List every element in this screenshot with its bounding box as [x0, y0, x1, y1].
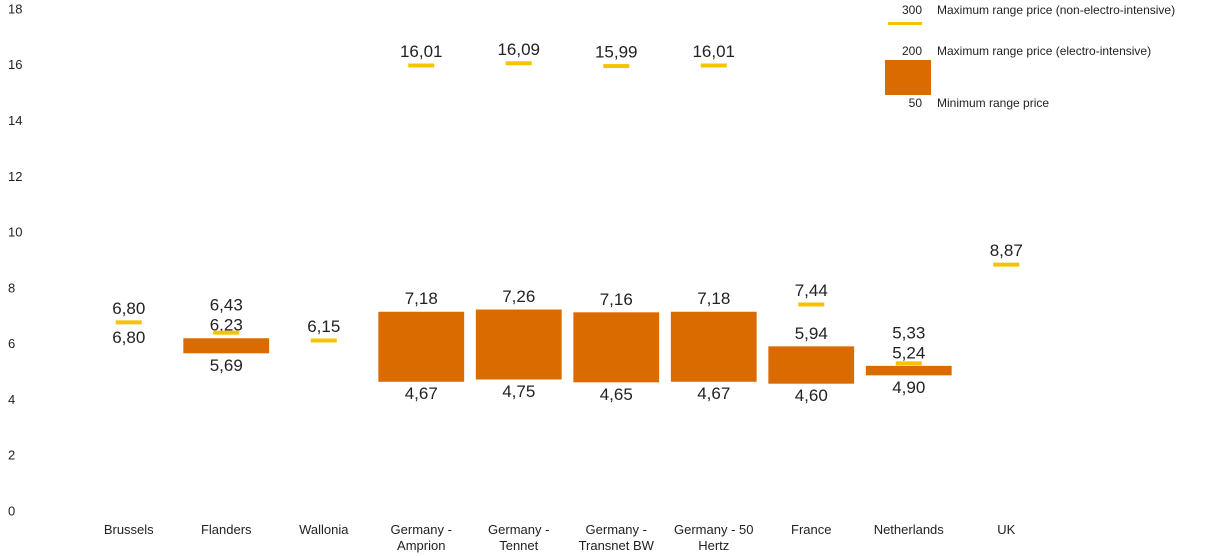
value-label: 8,87: [990, 241, 1023, 260]
value-label: 4,60: [795, 386, 828, 405]
y-tick-label: 14: [8, 113, 22, 128]
value-label: 4,90: [892, 378, 925, 397]
legend-label: Maximum range price (electro-intensive): [937, 44, 1151, 58]
value-label: 16,09: [497, 40, 540, 59]
value-label: 5,24: [892, 343, 925, 362]
legend-sample: 300: [902, 3, 922, 17]
x-tick-label: Germany - Amprion: [390, 522, 452, 553]
y-tick-label: 4: [8, 392, 15, 407]
value-label: 6,80: [112, 328, 145, 347]
range-bar: [573, 312, 660, 383]
value-label: 7,18: [697, 289, 730, 308]
value-label: 7,44: [795, 281, 828, 300]
max-dash: [213, 330, 240, 335]
y-tick-label: 6: [8, 336, 15, 351]
value-label: 4,67: [697, 384, 730, 403]
value-label: 4,67: [405, 384, 438, 403]
value-label: 6,23: [210, 316, 243, 335]
legend-swatch: [885, 60, 931, 95]
legend-swatch: [888, 22, 922, 25]
x-tick-label: Wallonia: [299, 522, 349, 537]
x-tick-label: Germany - 50 Hertz: [674, 522, 754, 553]
value-label: 7,18: [405, 289, 438, 308]
value-label: 6,80: [112, 299, 145, 318]
range-bar: [378, 311, 465, 382]
y-tick-label: 8: [8, 280, 15, 295]
legend-sample: 200: [902, 44, 922, 58]
x-tick-label: Netherlands: [873, 522, 944, 537]
max-dash: [798, 302, 825, 307]
value-label: 4,65: [600, 385, 633, 404]
max-dash: [408, 63, 435, 68]
range-bar: [670, 311, 757, 382]
value-label: 6,43: [210, 296, 243, 315]
value-label: 6,15: [307, 317, 340, 336]
x-tick-label: France: [791, 522, 832, 537]
x-tick-label: UK: [997, 522, 1016, 537]
x-tick-label: Flanders: [200, 522, 252, 537]
value-label: 7,16: [600, 290, 633, 309]
y-tick-label: 12: [8, 169, 22, 184]
range-bar: [768, 346, 855, 384]
max-dash: [310, 338, 337, 343]
value-label: 7,26: [502, 287, 535, 306]
y-tick-label: 16: [8, 57, 22, 72]
value-label: 5,33: [892, 323, 925, 342]
y-tick-label: 18: [8, 1, 22, 16]
max-dash: [603, 64, 630, 69]
x-tick-label: Brussels: [103, 522, 154, 537]
value-label: 15,99: [595, 43, 638, 62]
max-dash: [993, 262, 1020, 267]
legend-label: Minimum range price: [937, 96, 1049, 110]
max-dash: [505, 61, 532, 66]
y-tick-label: 2: [8, 448, 15, 463]
x-tick-label: Germany - Tennet: [488, 522, 550, 553]
y-tick-label: 10: [8, 225, 22, 240]
max-dash: [115, 320, 142, 325]
legend-label: Maximum range price (non-electro-intensi…: [937, 3, 1175, 17]
max-dash: [895, 361, 922, 366]
x-tick-label: Germany - Transnet BW: [578, 522, 654, 553]
value-label: 5,94: [795, 324, 828, 343]
range-bar: [475, 309, 562, 380]
legend-sample: 50: [909, 96, 923, 110]
max-dash: [700, 63, 727, 68]
value-label: 16,01: [692, 42, 735, 61]
range-bar: [865, 365, 952, 376]
y-tick-label: 0: [8, 503, 15, 518]
range-bar: [183, 338, 270, 354]
value-label: 5,69: [210, 356, 243, 375]
value-label: 4,75: [502, 382, 535, 401]
value-label: 16,01: [400, 42, 443, 61]
